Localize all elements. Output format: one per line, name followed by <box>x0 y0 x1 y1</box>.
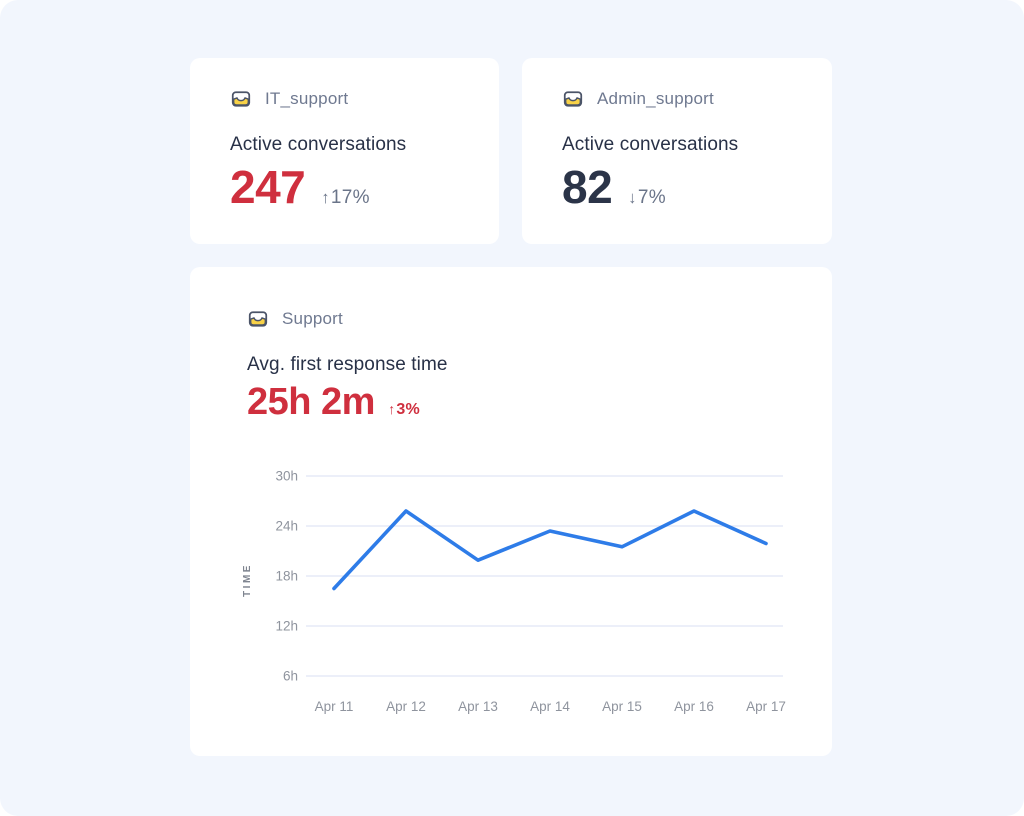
delta-badge: ↓7% <box>628 187 666 209</box>
y-tick-label: 24h <box>275 519 298 534</box>
inbox-icon <box>231 91 251 107</box>
card-header: Admin_support <box>562 88 808 110</box>
x-tick-label: Apr 16 <box>674 699 714 714</box>
delta-badge: ↑17% <box>321 187 370 209</box>
card-header: Support <box>247 308 808 330</box>
delta-value: 3% <box>396 401 421 418</box>
card-support[interactable]: Support Avg. first response time 25h 2m … <box>190 267 832 756</box>
card-title: IT_support <box>265 89 349 108</box>
card-title: Admin_support <box>597 89 714 108</box>
x-tick-label: Apr 13 <box>458 699 498 714</box>
y-tick-label: 6h <box>283 669 298 684</box>
metric-value: 247 <box>230 161 306 213</box>
x-tick-label: Apr 17 <box>746 699 786 714</box>
card-title: Support <box>282 309 343 328</box>
arrow-up-icon: ↑ <box>321 188 330 207</box>
y-tick-label: 18h <box>275 569 298 584</box>
metric-value: 25h 2m <box>247 381 375 423</box>
delta-badge: ↑3% <box>388 401 420 419</box>
arrow-up-icon: ↑ <box>387 401 396 417</box>
response-time-chart: 30h 24h 18h 12h 6h Apr 11 Apr 12 Apr 13 Apr 14 Ap… <box>240 430 800 720</box>
x-tick-label: Apr 12 <box>386 699 426 714</box>
y-tick-label: 30h <box>275 469 298 484</box>
chart-line <box>332 509 768 591</box>
inbox-icon <box>563 91 583 107</box>
metric-label: Avg. first response time <box>247 354 448 375</box>
card-admin-support[interactable]: Admin_support Active conversations 82 ↓7… <box>522 58 832 244</box>
delta-value: 17% <box>330 187 370 208</box>
arrow-down-icon: ↓ <box>628 188 637 207</box>
y-tick-label: 12h <box>275 619 298 634</box>
metric-label: Active conversations <box>230 134 407 155</box>
metric-label: Active conversations <box>562 134 739 155</box>
line-chart-svg: 30h 24h 18h 12h 6h Apr 11 Apr 12 Apr 13 Apr 14 Ap… <box>242 469 786 715</box>
y-axis-title: TIME <box>242 563 253 597</box>
metric-value: 82 <box>562 161 613 213</box>
x-tick-label: Apr 15 <box>602 699 642 714</box>
card-it-support[interactable]: IT_support Active conversations 247 ↑17% <box>190 58 499 244</box>
card-header: IT_support <box>230 88 475 110</box>
x-tick-label: Apr 14 <box>530 699 570 714</box>
inbox-icon <box>248 311 268 327</box>
delta-value: 7% <box>637 187 666 208</box>
x-tick-label: Apr 11 <box>315 699 354 714</box>
